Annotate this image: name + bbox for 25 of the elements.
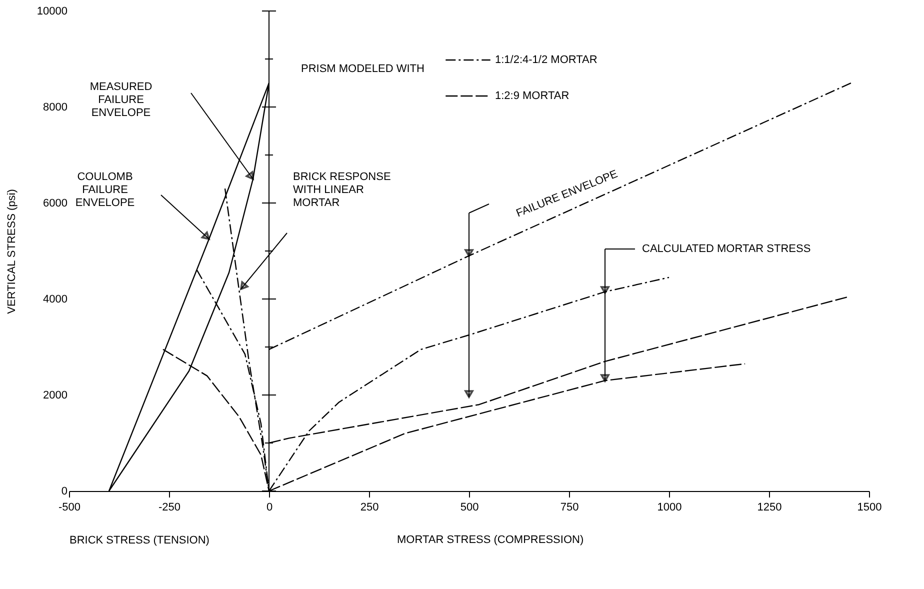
- x-tick-label: 750: [560, 502, 579, 514]
- x-tick-label: 500: [460, 502, 479, 514]
- y-tick-label: 8000: [43, 102, 68, 114]
- annotation: CALCULATED MORTAR STRESS: [642, 243, 811, 255]
- y-tick-label: 2000: [43, 390, 68, 402]
- x-axis-title: BRICK STRESS (TENSION): [70, 534, 210, 546]
- legend-title: PRISM MODELED WITH: [301, 63, 425, 75]
- y-axis-title: VERTICAL STRESS (psi): [6, 189, 18, 314]
- y-tick-label: 0: [61, 486, 68, 498]
- legend-label: 1:1/2:4-1/2 MORTAR: [495, 54, 598, 66]
- y-tick-label: 4000: [43, 294, 68, 306]
- y-tick-label: 10000: [36, 6, 68, 18]
- x-tick-label: 1250: [757, 502, 782, 514]
- annotation: MEASURED FAILURE ENVELOPE: [90, 81, 152, 119]
- x-tick-label: 1500: [857, 502, 882, 514]
- x-tick-label: 250: [360, 502, 379, 514]
- annotation: COULOMB FAILURE ENVELOPE: [75, 171, 135, 209]
- x-tick-label: 1000: [657, 502, 682, 514]
- legend-label: 1:2:9 MORTAR: [495, 90, 570, 102]
- y-tick-label: 6000: [43, 198, 68, 210]
- x-tick-label: 0: [266, 502, 273, 514]
- text: MORTAR STRESS (COMPRESSION): [397, 534, 584, 546]
- annotation: BRICK RESPONSE WITH LINEAR MORTAR: [293, 171, 391, 209]
- x-tick-label: -500: [58, 502, 81, 514]
- x-tick-label: -250: [158, 502, 181, 514]
